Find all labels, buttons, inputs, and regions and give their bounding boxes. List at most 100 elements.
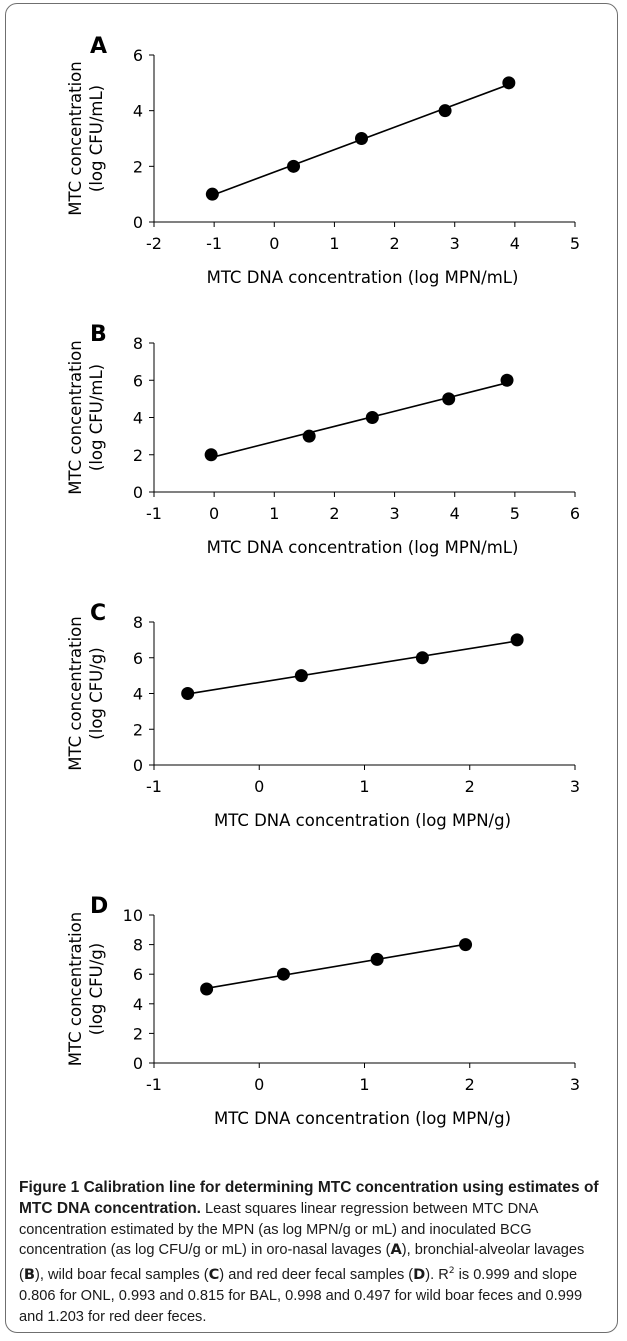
panel-letter: A	[90, 34, 107, 59]
y-tick-label: 0	[133, 1054, 143, 1073]
y-tick-label: 4	[133, 685, 143, 704]
y-axis-title-line1: MTC concentration	[66, 340, 85, 494]
x-tick-label: 0	[254, 777, 264, 796]
y-tick-label: 4	[133, 409, 143, 428]
data-point	[500, 373, 514, 387]
caption-body-end: is 0.999 and slope 0.806 for ONL, 0.993 …	[19, 1267, 583, 1325]
x-tick-label: 3	[389, 504, 399, 523]
x-tick-label: 3	[450, 234, 460, 253]
x-tick-label: 0	[269, 234, 279, 253]
x-axis-title: MTC DNA concentration (log MPN/g)	[214, 1109, 511, 1128]
x-tick-label: 5	[510, 504, 520, 523]
y-tick-label: 2	[133, 446, 143, 465]
data-point	[459, 938, 473, 952]
data-point	[204, 448, 218, 462]
data-point	[181, 687, 195, 700]
panel-letter: B	[90, 322, 107, 347]
y-tick-label: 2	[133, 157, 143, 176]
data-point	[205, 187, 219, 201]
x-tick-label: 6	[570, 504, 580, 523]
y-tick-label: 4	[133, 102, 143, 121]
x-tick-label: 5	[570, 234, 580, 253]
y-tick-label: 8	[133, 613, 143, 632]
y-tick-label: 6	[133, 965, 143, 984]
y-tick-label: 0	[133, 756, 143, 775]
x-tick-label: 3	[570, 1075, 580, 1094]
x-tick-label: 1	[329, 234, 339, 253]
x-tick-label: 0	[209, 504, 219, 523]
x-tick-label: -1	[146, 504, 162, 523]
data-point	[510, 633, 524, 647]
x-tick-label: 2	[389, 234, 399, 253]
trendline	[206, 943, 466, 990]
data-point	[438, 104, 452, 118]
panel-letter: C	[90, 601, 106, 626]
x-tick-label: -1	[146, 777, 162, 796]
x-tick-label: -1	[146, 1075, 162, 1094]
data-point	[415, 651, 429, 665]
y-axis-title-line1: MTC concentration	[66, 912, 85, 1066]
caption-superscript: 2	[448, 1266, 455, 1277]
x-tick-label: 2	[329, 504, 339, 523]
figure-frame	[5, 3, 618, 1333]
trendline	[187, 640, 518, 695]
caption-body-3: ), wild boar fecal samples (	[35, 1267, 209, 1284]
data-point	[365, 411, 379, 424]
trendline	[210, 382, 508, 459]
x-tick-label: 0	[254, 1075, 264, 1094]
data-point	[370, 952, 384, 966]
y-axis-title-line1: MTC concentration	[66, 61, 85, 215]
x-tick-label: 4	[510, 234, 520, 253]
data-point	[302, 429, 316, 443]
x-axis-title: MTC DNA concentration (log MPN/mL)	[207, 268, 519, 287]
data-point	[294, 669, 308, 683]
y-axis-title-line2: (log CFU/mL)	[87, 364, 106, 471]
caption-body-2: ), bronchial-alveolar lavages (	[19, 1242, 585, 1284]
caption-panel-d: D	[413, 1266, 426, 1284]
y-tick-label: 2	[133, 720, 143, 739]
y-axis-title-line2: (log CFU/g)	[87, 943, 106, 1035]
y-tick-label: 10	[123, 906, 143, 925]
data-point	[200, 982, 214, 996]
caption-title: Figure 1 Calibration line for determinin…	[19, 1179, 599, 1217]
y-axis-title-line2: (log CFU/mL)	[87, 85, 106, 192]
panel-letter: D	[90, 894, 108, 919]
y-axis-title-line2: (log CFU/g)	[87, 647, 106, 739]
data-point	[276, 967, 290, 981]
data-point	[502, 76, 516, 90]
data-point	[287, 159, 301, 173]
y-tick-label: 2	[133, 1024, 143, 1043]
x-axis-title: MTC DNA concentration (log MPN/mL)	[207, 538, 519, 557]
x-tick-label: 2	[465, 777, 475, 796]
y-tick-label: 6	[133, 371, 143, 390]
caption-panel-c: C	[208, 1266, 220, 1284]
data-point	[354, 132, 368, 145]
y-tick-label: 0	[133, 483, 143, 502]
y-axis-title-line1: MTC concentration	[66, 616, 85, 770]
caption-body-5: ). R	[425, 1267, 449, 1284]
y-tick-label: 6	[133, 46, 143, 65]
figure-caption: Figure 1 Calibration line for determinin…	[19, 1178, 609, 1327]
caption-panel-a: A	[390, 1241, 402, 1259]
x-axis-title: MTC DNA concentration (log MPN/g)	[214, 811, 511, 830]
x-tick-label: 1	[359, 777, 369, 796]
x-tick-label: -1	[206, 234, 222, 253]
y-tick-label: 8	[133, 936, 143, 955]
x-tick-label: 1	[269, 504, 279, 523]
caption-body-start: Least squares linear regression between …	[19, 1200, 538, 1259]
y-tick-label: 4	[133, 995, 143, 1014]
x-tick-label: -2	[146, 234, 162, 253]
panel-a: A 0 2 4 6 -2 -1 0 1 2 3 4 5 MTC DNA concentration (lo…	[66, 34, 580, 287]
y-tick-label: 8	[133, 334, 143, 353]
x-tick-label: 2	[465, 1075, 475, 1094]
y-tick-label: 0	[133, 213, 143, 232]
y-tick-label: 6	[133, 649, 143, 668]
x-tick-label: 4	[450, 504, 460, 523]
x-tick-label: 3	[570, 777, 580, 796]
x-tick-label: 1	[359, 1075, 369, 1094]
caption-panel-b: B	[23, 1266, 35, 1284]
